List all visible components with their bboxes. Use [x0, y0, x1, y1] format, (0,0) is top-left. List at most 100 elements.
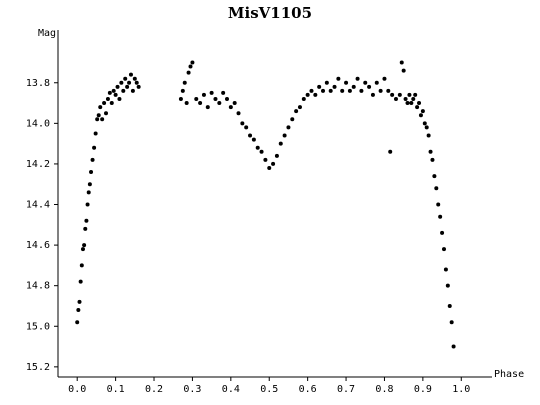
data-point: [78, 279, 83, 284]
data-point: [98, 105, 103, 110]
data-point: [127, 80, 132, 85]
data-point: [418, 113, 423, 118]
data-point: [113, 92, 118, 97]
data-point: [96, 113, 101, 118]
data-point: [224, 96, 229, 101]
data-point: [221, 90, 226, 95]
data-point: [84, 218, 89, 223]
data-point: [198, 101, 203, 106]
data-point: [228, 105, 233, 110]
data-point: [255, 145, 260, 150]
data-point: [332, 84, 337, 89]
data-point: [83, 226, 88, 231]
data-point: [87, 182, 92, 187]
data-point: [109, 101, 114, 106]
chart-title: MisV1105: [228, 4, 312, 22]
data-point: [359, 88, 364, 93]
data-point: [286, 125, 291, 130]
data-point: [441, 247, 446, 252]
data-point: [95, 117, 100, 122]
data-point: [415, 105, 420, 110]
x-tick-label: 0.1: [107, 384, 125, 395]
data-point: [194, 96, 199, 101]
data-point: [432, 174, 437, 179]
data-point: [209, 90, 214, 95]
data-point: [409, 101, 414, 106]
data-point: [344, 80, 349, 85]
data-point: [182, 80, 187, 85]
data-point: [386, 88, 391, 93]
data-point: [105, 96, 110, 101]
data-point: [388, 149, 393, 154]
data-point: [399, 60, 404, 65]
data-point: [278, 141, 283, 146]
data-point: [201, 92, 206, 97]
data-point: [324, 80, 329, 85]
x-tick-label: 0.5: [260, 384, 278, 395]
x-tick-label: 0.8: [375, 384, 393, 395]
data-point: [434, 186, 439, 191]
data-point: [290, 117, 295, 122]
data-point: [405, 101, 410, 106]
data-point: [92, 145, 97, 150]
data-point: [178, 96, 183, 101]
x-tick-label: 0.6: [299, 384, 317, 395]
data-point: [363, 80, 368, 85]
data-point: [294, 109, 299, 114]
data-point: [188, 64, 193, 69]
data-point: [111, 88, 116, 93]
data-point: [382, 76, 387, 81]
data-point: [205, 105, 210, 110]
y-tick-label: 13.8: [26, 78, 50, 89]
x-tick-label: 0.9: [414, 384, 432, 395]
data-point: [301, 96, 306, 101]
data-point: [217, 101, 222, 106]
data-point: [240, 121, 245, 126]
y-tick-label: 14.6: [26, 240, 50, 251]
data-point: [328, 88, 333, 93]
data-point: [438, 214, 443, 219]
data-point: [134, 80, 139, 85]
data-point: [426, 133, 431, 138]
data-point: [271, 161, 276, 166]
data-point: [190, 60, 195, 65]
data-point: [340, 88, 345, 93]
data-point: [100, 117, 105, 122]
data-point: [390, 92, 395, 97]
y-tick-label: 14.2: [26, 159, 50, 170]
data-point: [451, 344, 456, 349]
data-point: [282, 133, 287, 138]
y-tick-label: 14.8: [26, 281, 50, 292]
data-point: [123, 76, 128, 81]
data-point: [86, 190, 91, 195]
data-point: [77, 299, 82, 304]
data-point: [79, 263, 84, 268]
data-point: [449, 320, 454, 325]
data-point: [248, 133, 253, 138]
y-axis-label: Mag: [38, 28, 56, 39]
data-point: [232, 101, 237, 106]
data-point: [440, 230, 445, 235]
data-point: [397, 92, 402, 97]
data-point: [80, 247, 85, 252]
data-point: [424, 125, 429, 130]
data-point: [313, 92, 318, 97]
data-point: [445, 283, 450, 288]
data-point: [422, 121, 427, 126]
data-point: [411, 96, 416, 101]
data-point: [321, 88, 326, 93]
data-point: [244, 125, 249, 130]
data-point: [236, 111, 241, 116]
data-point: [125, 84, 130, 89]
data-point: [447, 303, 452, 308]
data-point: [82, 243, 87, 248]
data-point: [413, 92, 418, 97]
data-point: [401, 68, 406, 73]
data-point: [378, 88, 383, 93]
data-point: [115, 84, 120, 89]
data-point: [351, 84, 356, 89]
data-point: [403, 96, 408, 101]
data-point: [104, 111, 109, 116]
data-point: [430, 157, 435, 162]
